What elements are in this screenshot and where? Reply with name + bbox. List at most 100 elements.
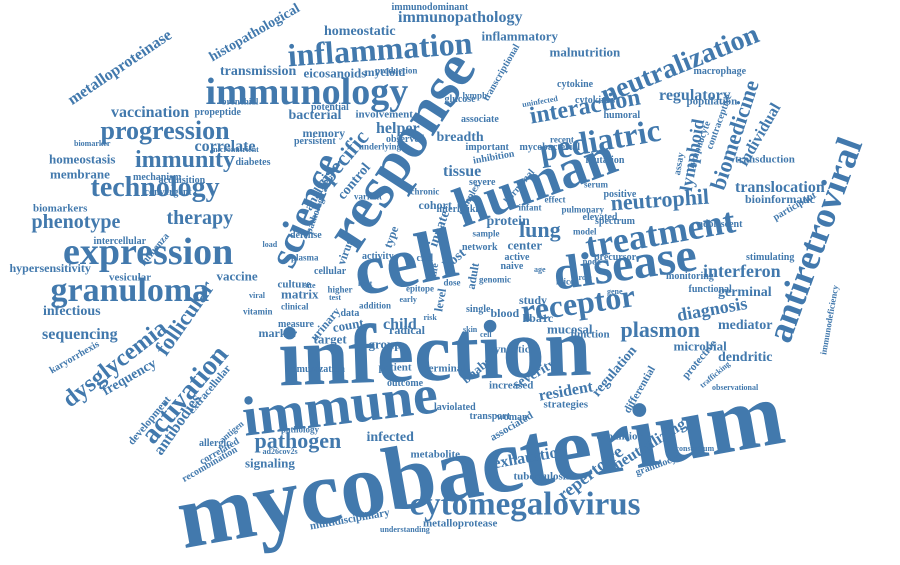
word-addition: addition bbox=[359, 300, 392, 311]
word-stimulating: stimulating bbox=[746, 252, 795, 263]
word-germinal: germinal bbox=[718, 285, 772, 300]
word-expansion: expansion bbox=[596, 430, 644, 443]
word-network: network bbox=[462, 242, 498, 253]
word-measure: measure bbox=[278, 319, 314, 330]
word-persistent: persistent bbox=[294, 136, 336, 147]
word-viral: viral bbox=[249, 291, 265, 300]
word-sequencing: sequencing bbox=[42, 326, 118, 343]
word-skin: skin bbox=[463, 325, 478, 334]
word-target: target bbox=[313, 331, 347, 347]
word-transmission: transmission bbox=[220, 64, 297, 79]
word-child: child bbox=[383, 316, 417, 333]
word-understanding: understanding bbox=[380, 525, 430, 534]
word-synaptic: synaptic bbox=[490, 343, 530, 356]
word-consortium: consortium bbox=[675, 444, 715, 453]
word-homeostatic: homeostatic bbox=[324, 24, 396, 39]
word-interleukin: interleukin bbox=[436, 204, 484, 215]
word-vesicular: vesicular bbox=[109, 271, 152, 284]
word-lung: lung bbox=[519, 217, 561, 242]
word-spectrum: spectrum bbox=[595, 216, 635, 227]
word-ad26cov2s: ad26cov2s bbox=[262, 447, 298, 456]
word-strategies: strategies bbox=[543, 398, 589, 411]
word-signaling: signaling bbox=[245, 455, 295, 471]
word-granuloma: granuloma bbox=[50, 272, 210, 309]
word-convergent: convergent bbox=[144, 187, 192, 198]
word-important: important bbox=[465, 142, 509, 153]
word-hba1c: hba1c bbox=[522, 311, 554, 325]
word-host: host bbox=[358, 279, 373, 288]
word-technology: technology bbox=[90, 172, 220, 203]
word-metabolite: metabolite bbox=[410, 448, 460, 461]
word-cell: cell bbox=[480, 330, 492, 339]
word-mediator: mediator bbox=[718, 318, 773, 333]
word-myeloid: myeloid bbox=[364, 65, 406, 79]
word-radical: radical bbox=[389, 323, 425, 337]
word-cytokine: cytokine bbox=[557, 79, 594, 90]
word-immunology: immunology bbox=[205, 71, 409, 113]
word-bronchial: bronchial bbox=[221, 96, 259, 107]
word-marker: marker bbox=[258, 326, 298, 340]
word-serum: serum bbox=[584, 179, 608, 190]
word-transport: transport bbox=[469, 411, 511, 422]
word-transcriptional: transcriptional bbox=[480, 42, 523, 104]
word-role: role bbox=[578, 273, 592, 282]
word-micronutrient: micronutrient bbox=[211, 145, 259, 154]
word-dendritic: dendritic bbox=[718, 350, 773, 365]
word-data: data bbox=[340, 308, 360, 319]
word-underlying: underlying bbox=[359, 141, 402, 152]
word-mechanism: mechanism bbox=[133, 172, 182, 183]
word-cxcl: cxcl bbox=[416, 253, 434, 264]
word-memory: memory bbox=[302, 126, 346, 140]
word-function: function bbox=[570, 328, 610, 341]
word-inflammatory: inflammatory bbox=[481, 28, 559, 44]
word-eicosanoids: eicosanoids bbox=[303, 65, 367, 81]
word-transduction: transduction bbox=[735, 153, 795, 166]
word-microbial: microbial bbox=[673, 338, 727, 354]
word-macrophage: macrophage bbox=[693, 66, 747, 77]
word-correlate: correlate bbox=[194, 138, 256, 155]
word-progression: progression bbox=[100, 116, 230, 145]
word-center: center bbox=[507, 237, 543, 253]
word-patient: patient bbox=[378, 361, 412, 374]
word-laviolated: laviolated bbox=[434, 402, 476, 413]
word-plasmon: plasmon bbox=[620, 317, 700, 342]
word-homeostasis: homeostasis bbox=[49, 151, 116, 167]
word-pulmonary: pulmonary bbox=[561, 204, 605, 215]
word-defense: defense bbox=[290, 230, 322, 241]
word-study: study bbox=[519, 293, 548, 307]
word-hypersensitivity: hypersensitivity bbox=[9, 261, 91, 275]
word-terminal: terminal bbox=[425, 362, 466, 375]
word-early: early bbox=[399, 295, 417, 304]
word-gene: gene bbox=[607, 287, 623, 296]
word-elevated: elevated bbox=[582, 212, 618, 223]
word-vitamin: vitamin bbox=[243, 306, 273, 317]
word-potential: potential bbox=[311, 102, 349, 113]
word-translocation: translocation bbox=[735, 179, 825, 196]
word-mice: mice bbox=[556, 276, 574, 287]
word-regulatory: regulatory bbox=[659, 87, 731, 104]
word-sample: sample bbox=[472, 228, 500, 239]
word-vaccination: vaccination bbox=[111, 104, 190, 121]
word-precursor: precursor bbox=[594, 252, 637, 263]
word-positive: positive bbox=[603, 189, 637, 200]
word-cohort: cohort bbox=[418, 198, 452, 212]
word-single: single bbox=[466, 304, 491, 315]
word-severe: severe bbox=[469, 177, 496, 188]
word-immunopathology: immunopathology bbox=[398, 9, 523, 26]
word-naive: naive bbox=[500, 261, 524, 272]
word-higher: higher bbox=[327, 284, 353, 295]
word-glucose: glucose bbox=[444, 94, 476, 105]
word-infectious: infectious bbox=[43, 304, 101, 319]
word-involvement: involvement bbox=[355, 108, 413, 121]
word-culture: culture bbox=[277, 278, 311, 291]
word-matrix: matrix bbox=[281, 286, 319, 302]
word-infected: infected bbox=[366, 430, 414, 445]
word-tuberculosis: tuberculosis bbox=[513, 470, 571, 483]
word-plasma: plasma bbox=[291, 252, 319, 263]
word-node: node bbox=[582, 256, 602, 267]
word-protein: protein bbox=[486, 214, 530, 229]
word-associate: associate bbox=[461, 114, 499, 125]
word-immunodominant: immunodominant bbox=[391, 2, 469, 13]
word-effect: effect bbox=[544, 194, 566, 205]
